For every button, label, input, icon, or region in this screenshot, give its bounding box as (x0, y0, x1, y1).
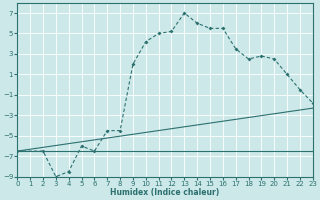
X-axis label: Humidex (Indice chaleur): Humidex (Indice chaleur) (110, 188, 220, 197)
